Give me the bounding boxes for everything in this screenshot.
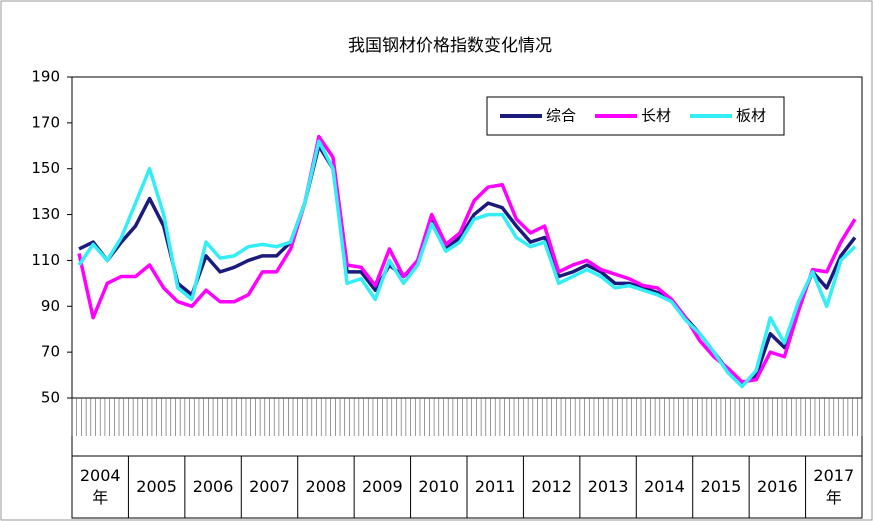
- y-tick-label: 70: [41, 343, 60, 361]
- x-tick-label: 2016: [756, 477, 798, 496]
- y-tick-label: 190: [31, 68, 60, 86]
- x-tick-label: 2008: [305, 477, 347, 496]
- chart-title: 我国钢材价格指数变化情况: [348, 36, 552, 56]
- x-tick-label: 2007: [249, 477, 290, 496]
- x-tick-label: 2011: [474, 477, 516, 496]
- legend-label: 板材: [736, 107, 766, 125]
- y-tick-label: 90: [41, 297, 60, 315]
- y-tick-label: 110: [31, 251, 60, 269]
- x-tick-label: 2006: [192, 477, 234, 496]
- x-tick-label: 2013: [587, 477, 629, 496]
- x-tick-label: 2015: [700, 477, 742, 496]
- y-tick-label: 150: [31, 159, 60, 177]
- series-line: [78, 144, 857, 386]
- x-tick-label: 2017 年: [813, 466, 855, 507]
- series-line: [77, 139, 857, 389]
- y-tick-label: 170: [31, 113, 60, 131]
- y-tick-label: 50: [41, 389, 60, 407]
- legend-label: 综合: [546, 107, 576, 125]
- y-tick-label: 130: [31, 205, 60, 223]
- x-tick-label: 2014: [644, 477, 685, 496]
- x-tick-label: 2009: [361, 477, 403, 496]
- x-tick-label: 2010: [418, 477, 460, 496]
- x-tick-label: 2005: [136, 477, 177, 496]
- legend-label: 长材: [641, 107, 671, 125]
- x-tick-label: 2012: [531, 477, 572, 496]
- x-tick-label: 2004 年: [79, 466, 121, 507]
- series-line: [77, 134, 857, 384]
